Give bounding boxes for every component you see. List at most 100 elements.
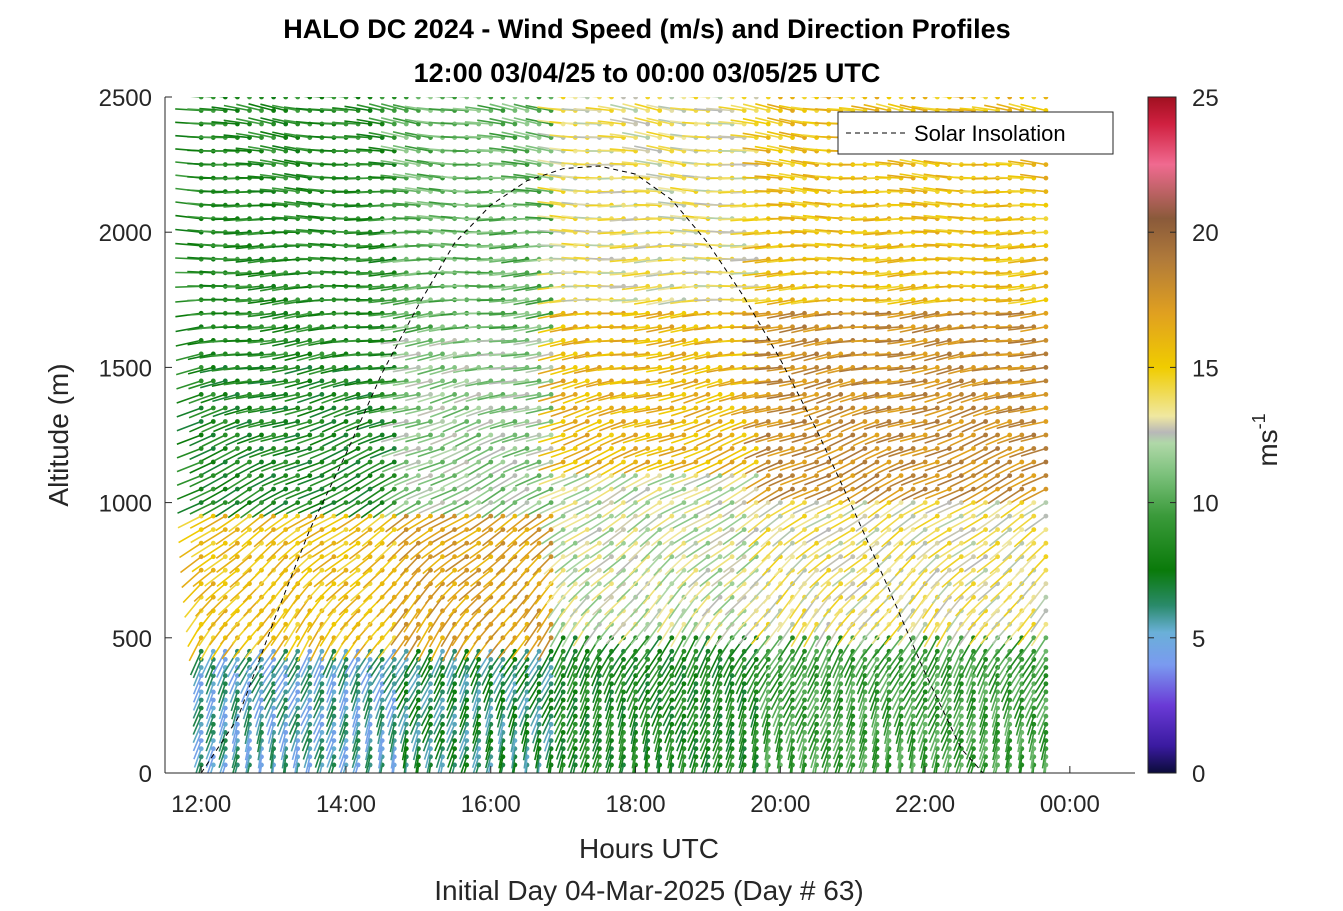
wind-barb [176,393,202,404]
wind-barb [384,501,407,518]
wind-barb [484,748,492,769]
wind-barb [390,610,407,632]
wind-barb [458,732,468,752]
wind-barb [344,258,371,261]
chart-subtitle: 12:00 03/04/25 to 00:00 03/05/25 UTC [414,58,881,88]
wind-barb [452,107,479,112]
wind-barb [472,699,480,720]
wind-barb-dot [271,500,276,505]
wind-barb-dot [705,365,711,370]
wind-barb [456,97,467,98]
wind-barb [176,380,202,390]
wind-barb [284,380,311,389]
wind-barb [417,339,443,348]
wind-barb-dot [548,486,554,492]
wind-barb [344,105,371,112]
wind-barb-dot [500,473,506,478]
wind-barb [386,528,407,548]
wind-barb-dot [584,405,590,411]
wind-barb [500,764,504,773]
wind-barb [218,691,227,712]
wind-barb-dot [512,108,518,113]
wind-barb-dot [572,730,578,735]
wind-barb-dot [247,108,252,113]
wind-barb-dot [210,673,216,679]
wind-barb-dot [560,721,566,727]
wind-barb-dot [222,419,228,424]
wind-barb [250,488,275,504]
wind-barb [489,103,516,112]
wind-barb [441,353,467,361]
wind-barb [523,748,528,769]
wind-barb-dot [367,500,373,505]
wind-barb [493,675,504,694]
wind-barb-dot [669,500,675,505]
wind-barb-dot [572,554,578,560]
wind-barb [335,488,359,504]
wind-barb-dot [355,473,361,478]
wind-barb [396,515,419,532]
wind-barb-dot [621,446,626,451]
wind-barb-dot [452,392,457,397]
wind-barb [259,393,286,400]
wind-barb-dot [331,500,337,505]
wind-barb-dot [464,567,470,573]
wind-barb-dot [548,365,554,370]
wind-barb [458,659,468,679]
wind-barb-dot [210,689,216,695]
wind-barb [489,285,515,290]
wind-barb [371,488,395,504]
wind-barb-dot [307,713,313,719]
wind-barb [298,515,323,529]
wind-barb [508,707,516,728]
wind-barb-dot [500,432,506,438]
wind-barb [323,528,347,544]
wind-barb [348,659,359,678]
wind-barb [344,244,371,248]
wind-barb [225,447,250,461]
wind-barb-dot [198,446,204,451]
wind-barb [285,474,311,486]
wind-barb [424,748,432,769]
wind-barb [405,474,431,486]
wind-barb [272,145,298,152]
wind-barb [274,667,287,685]
wind-barb [477,407,504,416]
wind-barb [337,583,359,602]
wind-barb [223,380,250,386]
wind-barb [337,667,347,687]
wind-barb [380,174,407,179]
wind-barb [364,724,371,744]
wind-barb [267,724,275,744]
wind-barb-dot [693,419,699,424]
wind-barb-dot [476,405,482,411]
wind-barb-dot [428,681,433,687]
wind-barb [344,380,371,387]
wind-barb [368,380,395,385]
wind-barb [455,488,480,503]
wind-barb-dot [488,500,494,505]
wind-barb-dot [343,473,349,478]
wind-barb [322,515,347,530]
wind-barb-dot [560,513,566,519]
wind-barb [270,637,287,660]
wind-barb-dot [597,554,602,560]
wind-barb [284,650,299,675]
wind-barb-dot [476,432,482,438]
wind-barb [259,272,286,278]
wind-barb [488,312,515,316]
wind-barb-dot [416,705,421,711]
wind-barb [176,407,202,418]
wind-barb-dot [283,297,289,303]
wind-barb-dot [271,108,276,113]
wind-barb [417,407,443,417]
wind-barb-dot [295,486,301,492]
wind-barb [374,691,383,711]
wind-barb-dot [403,648,409,654]
wind-barb-dot [464,405,470,411]
wind-barb [247,175,274,179]
wind-barb [396,699,408,719]
wind-barb [226,474,250,490]
wind-barb [394,474,419,487]
wind-barb [430,474,455,487]
